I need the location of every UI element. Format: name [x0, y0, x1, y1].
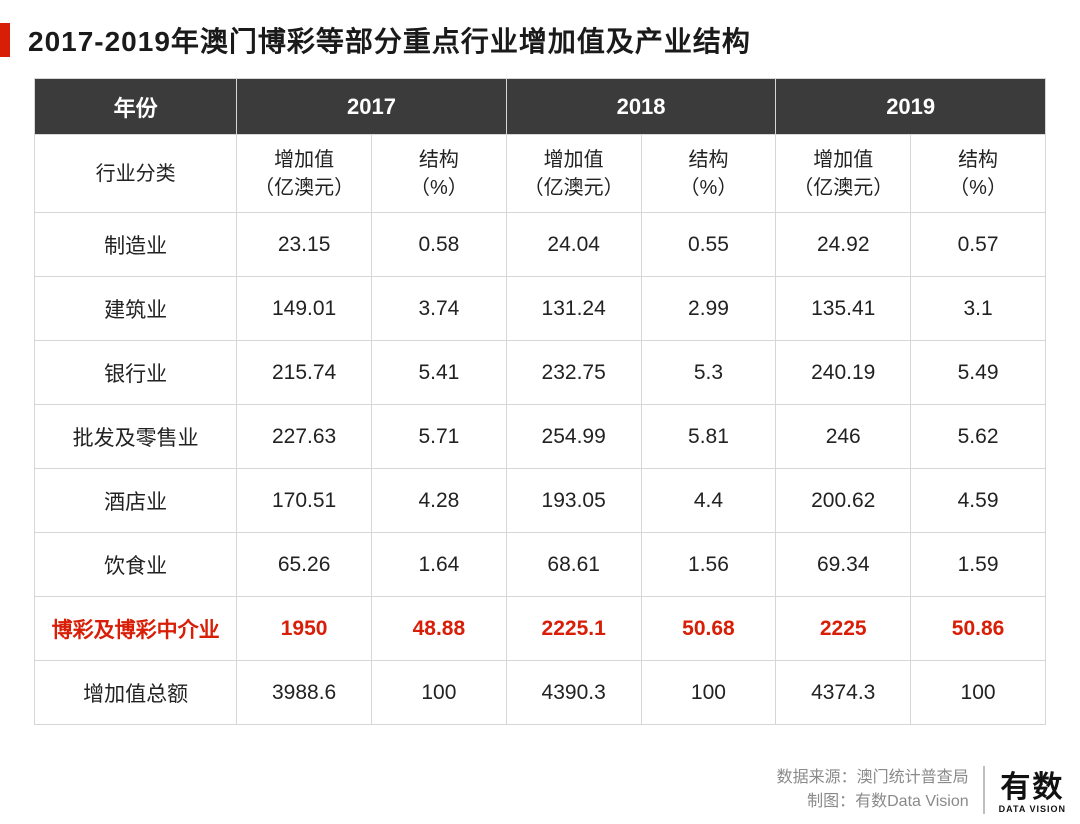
- table-row: 制造业23.150.5824.040.5524.920.57: [35, 213, 1046, 277]
- row-label: 批发及零售业: [35, 405, 237, 469]
- cell-v2018: 232.75: [506, 341, 641, 405]
- footer: 数据来源：澳门统计普查局 制图：有数Data Vision 有数 DATA VI…: [777, 766, 1066, 814]
- table-subheader-row: 行业分类 增加值（亿澳元） 结构（%） 增加值（亿澳元） 结构（%） 增加值（亿…: [35, 135, 1046, 213]
- cell-p2019: 5.49: [911, 341, 1046, 405]
- row-label: 博彩及博彩中介业: [35, 597, 237, 661]
- table-year-row: 年份 2017 2018 2019: [35, 79, 1046, 135]
- industry-table: 年份 2017 2018 2019 行业分类 增加值（亿澳元） 结构（%） 增加…: [34, 78, 1046, 725]
- cell-v2019: 24.92: [776, 213, 911, 277]
- cell-p2017: 4.28: [372, 469, 507, 533]
- logo-en: DATA VISION: [999, 805, 1066, 814]
- title-accent: [0, 23, 10, 57]
- cell-p2018: 4.4: [641, 469, 776, 533]
- cell-v2018: 24.04: [506, 213, 641, 277]
- cell-v2018: 254.99: [506, 405, 641, 469]
- table-row: 批发及零售业227.635.71254.995.812465.62: [35, 405, 1046, 469]
- cell-v2017: 215.74: [237, 341, 372, 405]
- cell-v2018: 193.05: [506, 469, 641, 533]
- cell-v2019: 240.19: [776, 341, 911, 405]
- cell-p2017: 48.88: [372, 597, 507, 661]
- credit-label: 制图：: [807, 793, 855, 810]
- cell-v2018: 2225.1: [506, 597, 641, 661]
- cell-v2017: 149.01: [237, 277, 372, 341]
- cell-v2017: 170.51: [237, 469, 372, 533]
- cell-v2018: 68.61: [506, 533, 641, 597]
- source-label: 数据来源：: [777, 769, 857, 786]
- cell-p2019: 0.57: [911, 213, 1046, 277]
- row-label: 饮食业: [35, 533, 237, 597]
- row-label: 银行业: [35, 341, 237, 405]
- table-row: 建筑业149.013.74131.242.99135.413.1: [35, 277, 1046, 341]
- col-pct-2017: 结构（%）: [372, 135, 507, 213]
- cell-v2019: 135.41: [776, 277, 911, 341]
- cell-p2018: 50.68: [641, 597, 776, 661]
- logo: 有数 DATA VISION: [999, 773, 1066, 814]
- table-row: 酒店业170.514.28193.054.4200.624.59: [35, 469, 1046, 533]
- cell-p2019: 4.59: [911, 469, 1046, 533]
- cell-v2017: 3988.6: [237, 661, 372, 725]
- category-header: 行业分类: [35, 135, 237, 213]
- table-row: 饮食业65.261.6468.611.5669.341.59: [35, 533, 1046, 597]
- cell-v2019: 69.34: [776, 533, 911, 597]
- cell-p2017: 0.58: [372, 213, 507, 277]
- cell-p2019: 50.86: [911, 597, 1046, 661]
- cell-p2018: 100: [641, 661, 776, 725]
- cell-p2017: 100: [372, 661, 507, 725]
- cell-p2017: 5.41: [372, 341, 507, 405]
- year-2018: 2018: [506, 79, 776, 135]
- cell-v2017: 227.63: [237, 405, 372, 469]
- source-value: 澳门统计普查局: [857, 769, 969, 786]
- cell-p2017: 5.71: [372, 405, 507, 469]
- footer-credits: 数据来源：澳门统计普查局 制图：有数Data Vision: [777, 766, 985, 814]
- cell-v2019: 2225: [776, 597, 911, 661]
- row-label: 建筑业: [35, 277, 237, 341]
- cell-p2019: 1.59: [911, 533, 1046, 597]
- page-title: 2017-2019年澳门博彩等部分重点行业增加值及产业结构: [28, 20, 751, 60]
- cell-p2019: 5.62: [911, 405, 1046, 469]
- col-pct-2019: 结构（%）: [911, 135, 1046, 213]
- table-body: 制造业23.150.5824.040.5524.920.57建筑业149.013…: [35, 213, 1046, 725]
- table-container: 年份 2017 2018 2019 行业分类 增加值（亿澳元） 结构（%） 增加…: [0, 78, 1080, 725]
- col-pct-2018: 结构（%）: [641, 135, 776, 213]
- cell-p2017: 3.74: [372, 277, 507, 341]
- title-bar: 2017-2019年澳门博彩等部分重点行业增加值及产业结构: [0, 0, 1080, 78]
- cell-v2017: 1950: [237, 597, 372, 661]
- year-header-label: 年份: [35, 79, 237, 135]
- table-row: 增加值总额3988.61004390.31004374.3100: [35, 661, 1046, 725]
- cell-p2018: 0.55: [641, 213, 776, 277]
- cell-p2018: 5.3: [641, 341, 776, 405]
- cell-v2018: 4390.3: [506, 661, 641, 725]
- year-2019: 2019: [776, 79, 1046, 135]
- cell-p2017: 1.64: [372, 533, 507, 597]
- col-value-2017: 增加值（亿澳元）: [237, 135, 372, 213]
- row-label: 制造业: [35, 213, 237, 277]
- cell-v2019: 246: [776, 405, 911, 469]
- cell-p2018: 1.56: [641, 533, 776, 597]
- row-label: 酒店业: [35, 469, 237, 533]
- cell-v2019: 200.62: [776, 469, 911, 533]
- year-2017: 2017: [237, 79, 507, 135]
- cell-p2018: 2.99: [641, 277, 776, 341]
- cell-p2019: 3.1: [911, 277, 1046, 341]
- table-row: 博彩及博彩中介业195048.882225.150.68222550.86: [35, 597, 1046, 661]
- row-label: 增加值总额: [35, 661, 237, 725]
- col-value-2018: 增加值（亿澳元）: [506, 135, 641, 213]
- cell-v2019: 4374.3: [776, 661, 911, 725]
- credit-value: 有数Data Vision: [855, 793, 969, 810]
- cell-v2018: 131.24: [506, 277, 641, 341]
- cell-v2017: 65.26: [237, 533, 372, 597]
- table-row: 银行业215.745.41232.755.3240.195.49: [35, 341, 1046, 405]
- logo-cn: 有数: [1000, 773, 1064, 803]
- cell-v2017: 23.15: [237, 213, 372, 277]
- cell-p2019: 100: [911, 661, 1046, 725]
- col-value-2019: 增加值（亿澳元）: [776, 135, 911, 213]
- cell-p2018: 5.81: [641, 405, 776, 469]
